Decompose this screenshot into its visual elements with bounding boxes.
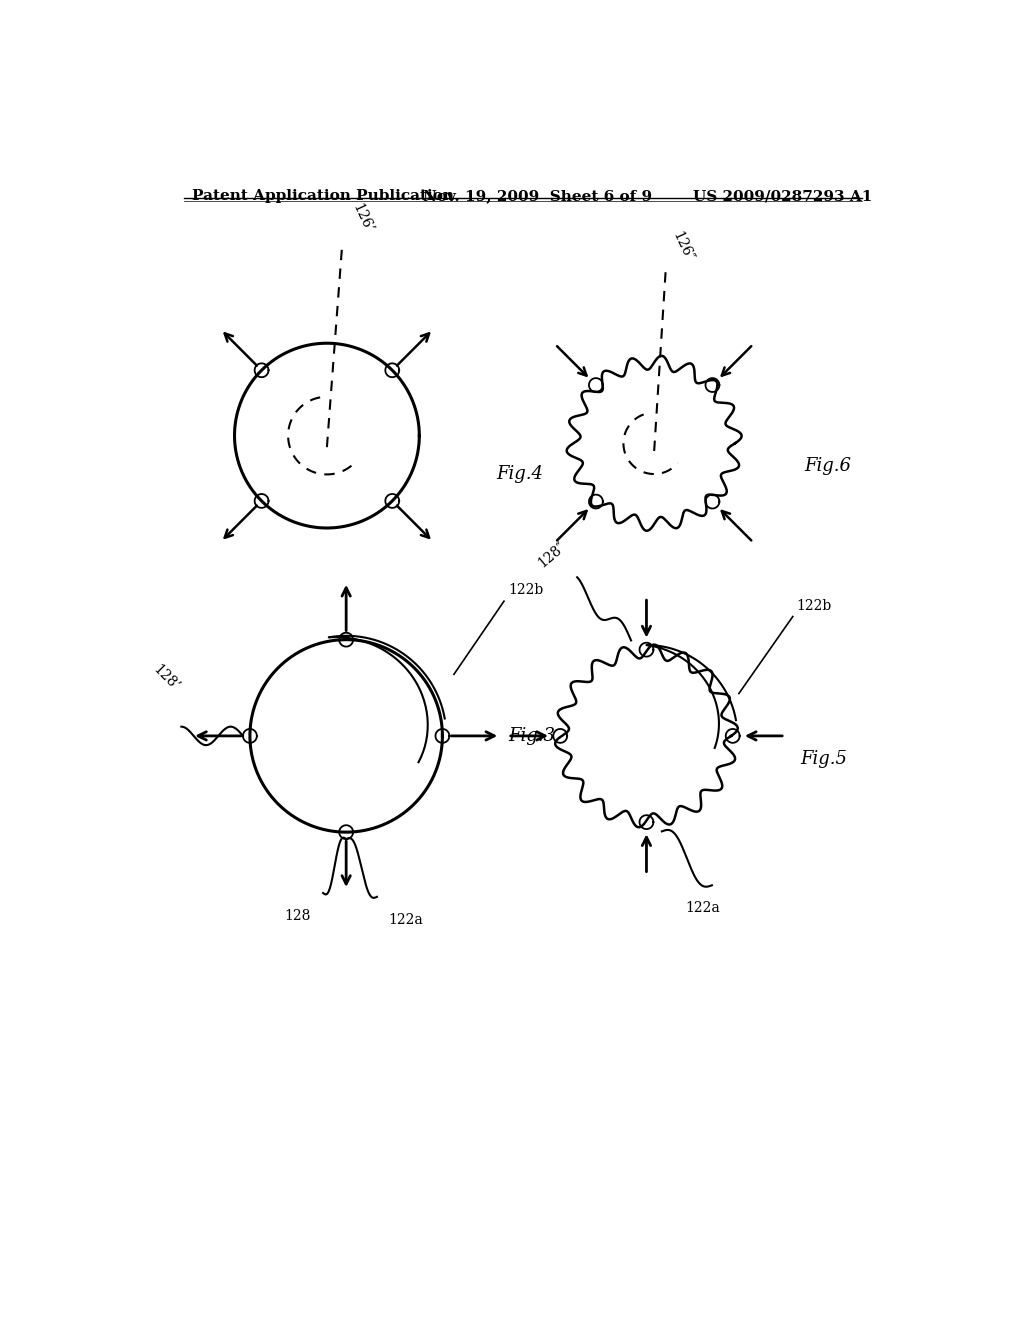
Text: Nov. 19, 2009  Sheet 6 of 9: Nov. 19, 2009 Sheet 6 of 9 (423, 189, 652, 203)
Text: 126″: 126″ (670, 230, 695, 264)
Text: Patent Application Publication: Patent Application Publication (193, 189, 455, 203)
Text: Fig.4: Fig.4 (497, 465, 544, 483)
Text: 122a: 122a (388, 913, 423, 927)
Text: 128: 128 (285, 909, 311, 923)
Text: 128’: 128’ (150, 661, 181, 693)
Text: Fig.5: Fig.5 (801, 750, 848, 768)
Text: 128″: 128″ (535, 540, 568, 570)
Text: 126’: 126’ (350, 202, 376, 235)
Text: 122b: 122b (508, 583, 543, 598)
Text: 122a: 122a (685, 902, 720, 916)
Text: US 2009/0287293 A1: US 2009/0287293 A1 (692, 189, 872, 203)
Text: Fig.3: Fig.3 (508, 727, 555, 744)
Text: 122b: 122b (797, 599, 831, 612)
Text: Fig.6: Fig.6 (804, 458, 851, 475)
